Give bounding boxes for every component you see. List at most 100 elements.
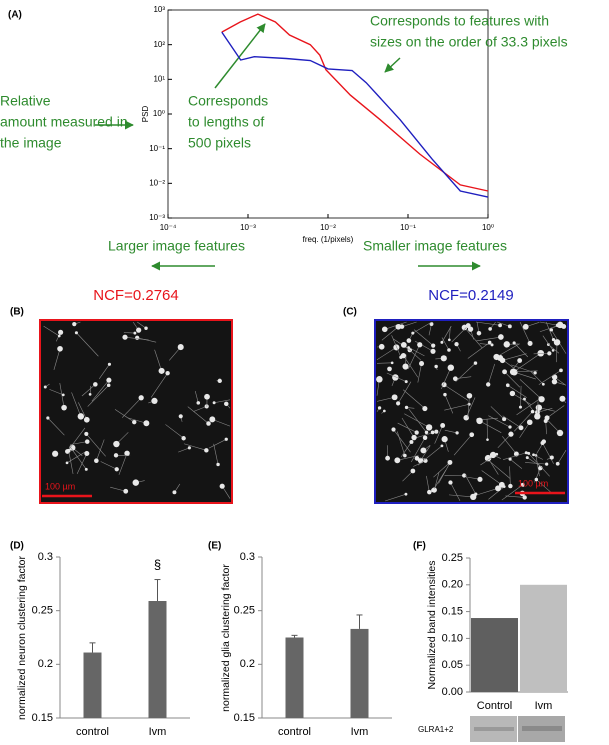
cell [404,405,409,410]
cell [106,377,112,383]
panel-label: (F) [413,541,426,552]
neurite [397,455,419,461]
cell [498,334,504,340]
cell [517,358,523,363]
cell [84,439,90,444]
cell [420,447,427,454]
neurite [449,326,451,340]
cell [123,488,129,494]
x-tick-label: 10⁻³ [240,223,256,232]
cell [546,343,550,346]
neurite [464,474,477,495]
y-axis-label: normalized neuron clustering factor [16,556,28,721]
y-tick-label: 10² [153,40,165,49]
cell [555,323,560,328]
cell [556,429,564,437]
cells [43,321,231,499]
neurite [43,325,60,337]
cell [538,396,543,401]
cell [224,401,229,407]
cell [476,330,482,336]
neurite [100,461,117,470]
neurite [481,470,503,486]
cell [487,340,492,345]
neurite [76,453,88,475]
cell [493,353,500,361]
neurite [477,488,499,496]
neurite [504,371,521,388]
cell [447,364,455,371]
cell [488,327,492,331]
x-tick-label: Ivm [535,700,553,712]
cell [555,461,560,466]
cell [434,364,438,369]
neurite [121,397,142,418]
annotation: Corresponds [188,93,268,109]
cell [527,451,531,455]
neurite [557,450,567,464]
neurite [453,434,472,456]
neurite [467,395,470,418]
cell [410,468,416,474]
neurite [165,424,184,439]
cell [534,477,539,482]
neurite [475,321,501,326]
cell [535,404,543,411]
neurite [376,347,397,360]
cell [441,436,448,443]
neurite [528,453,550,477]
cell [508,457,512,461]
cell [217,378,222,384]
neurite [545,420,547,435]
cell [551,378,558,385]
neurite [519,379,542,400]
cell [46,416,50,420]
blot-label: GLRA1+2 [418,725,454,734]
cells [376,321,567,502]
cell [545,462,549,466]
cell [509,390,516,397]
cell [448,461,452,465]
neurite [401,417,415,438]
neurite [417,363,422,383]
y-tick-label: 0.00 [442,686,463,698]
cell [440,355,447,362]
cell [204,393,210,400]
neurite [400,441,412,457]
cell [204,448,209,453]
neurite [438,462,451,484]
neurite [448,494,474,498]
image-title: NCF=0.2764 [93,287,178,304]
cell [508,483,513,489]
neurite [49,389,64,396]
cell [66,448,71,453]
neurite [487,363,496,385]
arrow [214,23,266,89]
y-tick-label: 0.3 [240,551,255,563]
cell [454,341,459,347]
cell [178,414,183,419]
cell [440,444,444,448]
neurite [465,397,476,418]
cell [151,397,158,405]
annotation: to lengths of [188,114,264,130]
neurite [53,348,61,370]
cell [551,349,555,352]
neurite [542,335,554,351]
cell [509,368,517,376]
x-tick-label: control [76,726,109,738]
cell [113,453,119,458]
cell [462,473,467,478]
cell [495,485,501,492]
y-tick-label: 0.05 [442,659,463,671]
cell [402,363,409,370]
cell [83,416,90,423]
cell [52,450,59,457]
neurite [537,408,553,413]
cell [224,437,228,441]
cell [409,439,414,444]
neurite [479,420,502,433]
annotation: Relative [0,93,51,109]
neurite [546,405,565,419]
arrow [384,57,401,73]
